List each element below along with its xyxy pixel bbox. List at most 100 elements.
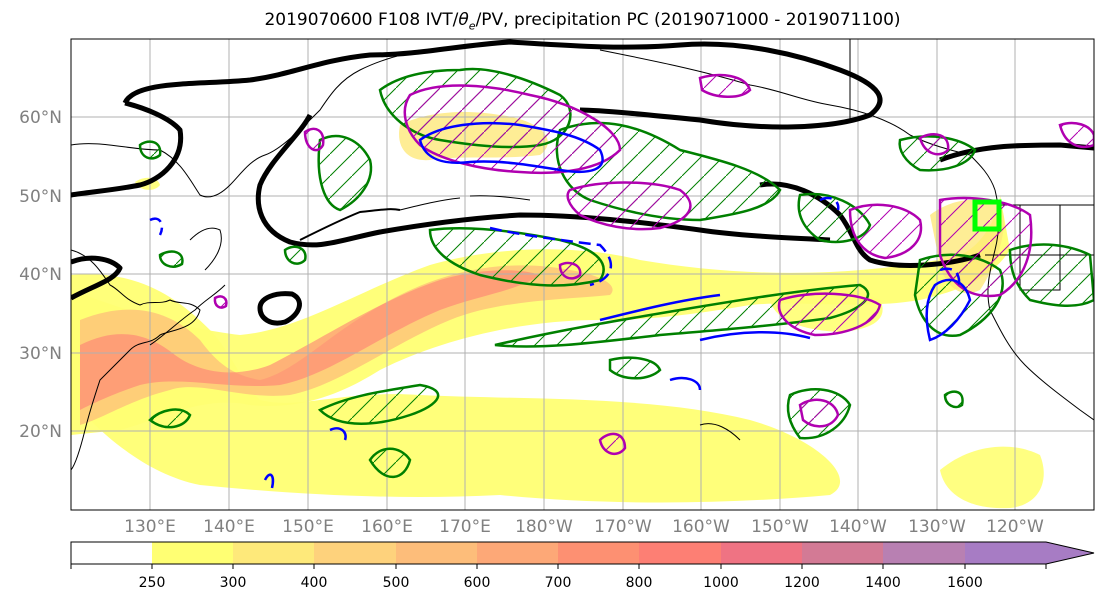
colorbar-segment	[965, 542, 1046, 564]
map-title: 2019070600 F108 IVT/θe/PV, precipitation…	[0, 10, 1105, 32]
map-border	[70, 38, 1095, 511]
colorbar-label: 1400	[865, 575, 901, 591]
coastline-hawaii	[699, 423, 741, 441]
precip-spot-2	[943, 390, 964, 409]
colorbar-label: 1600	[947, 575, 983, 591]
theta-contour-jet	[599, 293, 811, 342]
coastline-aleutians	[399, 195, 531, 211]
colorbar-label: 1200	[784, 575, 820, 591]
precip-area-mid-south	[608, 356, 662, 380]
pv-contour-north	[122, 39, 883, 130]
pv-contour-ring	[257, 291, 302, 326]
theta-contour-north	[418, 121, 604, 174]
pc-area-hawaii	[798, 398, 840, 428]
lon-tick: 160°W	[672, 517, 730, 537]
theta-contour-dash-nw	[149, 217, 164, 236]
title-theta-sub: e	[468, 19, 476, 33]
pc-area-ne	[848, 203, 923, 260]
colorbar-label: 800	[626, 575, 653, 591]
pv-contour-coast-dash	[299, 208, 401, 241]
pv-contour-nw-lobe	[255, 113, 831, 248]
pc-area-canada	[918, 133, 950, 156]
precip-area-south-2	[368, 447, 412, 479]
pc-area-alaska	[1058, 121, 1094, 149]
theta-contour-dash-mid	[489, 226, 612, 287]
lon-tick-labels: 130°E 140°E 150°E 160°E 170°E 180°W 170°…	[124, 517, 1044, 537]
colorbar-segment	[721, 542, 802, 564]
colorbar-label: 300	[220, 575, 247, 591]
colorbar-outline	[70, 541, 1095, 565]
lon-tick: 140°W	[829, 517, 887, 537]
pc-area-mid-spot	[558, 261, 582, 280]
colorbar-segment	[477, 542, 558, 564]
lon-tick: 150°E	[282, 517, 334, 537]
colorbar-segment	[396, 542, 477, 564]
pc-area-south	[598, 432, 627, 456]
pv-contour-northwest	[71, 100, 184, 198]
coastline-siberia	[189, 227, 222, 271]
lon-tick: 130°E	[124, 517, 176, 537]
pc-area-north	[403, 84, 622, 175]
lon-tick: 120°W	[986, 517, 1044, 537]
precip-spot-3	[283, 245, 307, 265]
precip-spot-4	[158, 250, 184, 268]
colorbar-segment	[233, 542, 314, 564]
colorbar-label: 700	[545, 575, 572, 591]
colorbar-label: 250	[139, 575, 166, 591]
pc-area-alaska-2	[698, 73, 752, 98]
ivt-band-subtropical	[71, 274, 841, 503]
title-theta: θ	[458, 10, 469, 30]
coastline-asia	[71, 249, 201, 471]
lat-tick: 40°N	[19, 265, 62, 285]
lat-tick: 50°N	[19, 187, 62, 207]
precip-area-south-1	[317, 383, 440, 425]
lat-tick: 60°N	[19, 108, 62, 128]
colorbar-ticks	[70, 564, 1047, 569]
precip-area-south-3	[148, 408, 192, 429]
colorbar-labels: 250 300 400 500 600 700 800 1000 1200 14…	[139, 575, 983, 591]
colorbar-label: 600	[464, 575, 491, 591]
target-region-box	[972, 199, 1002, 232]
lon-tick: 160°E	[361, 517, 413, 537]
lon-tick: 170°W	[594, 517, 652, 537]
colorbar-label: 400	[301, 575, 328, 591]
title-prefix: 2019070600 F108 IVT/	[264, 10, 459, 30]
theta-contour-coast	[925, 278, 972, 342]
colorbar-segment	[152, 542, 233, 564]
pc-contours	[213, 73, 1094, 456]
colorbar-segments	[71, 542, 1046, 564]
precip-spot-1	[138, 140, 162, 160]
colorbar-label: 1000	[703, 575, 739, 591]
lon-tick: 150°W	[751, 517, 809, 537]
lon-tick: 180°W	[515, 517, 573, 537]
precip-area-nw	[317, 134, 373, 212]
colorbar-segment	[883, 542, 965, 564]
pc-spot-japan	[213, 295, 228, 309]
pc-area-mid	[566, 181, 692, 231]
lon-tick: 130°W	[908, 517, 966, 537]
map-plot-area	[71, 39, 1094, 510]
colorbar-segment	[802, 542, 883, 564]
theta-e-contours	[149, 121, 972, 489]
lat-tick-labels: 60°N 50°N 40°N 30°N 20°N	[19, 108, 62, 442]
ivt-band-se	[940, 446, 1044, 509]
lat-tick: 30°N	[19, 344, 62, 364]
lon-tick: 170°E	[439, 517, 491, 537]
colorbar-label: 500	[383, 575, 410, 591]
colorbar-segment	[639, 542, 721, 564]
ivt-band-jet-core-2	[80, 270, 540, 410]
title-suffix: /PV, precipitation PC (2019071000 - 2019…	[475, 10, 901, 30]
colorbar-segment	[71, 542, 152, 564]
colorbar-segment	[558, 542, 639, 564]
pv-contour-nw-loop	[71, 255, 123, 301]
colorbar: 250 300 400 500 600 700 800 1000 1200 14…	[70, 541, 1095, 591]
coastline-japan	[149, 284, 226, 346]
theta-contour-south	[263, 473, 275, 489]
lat-tick: 20°N	[19, 422, 62, 442]
colorbar-extend-arrow	[1046, 542, 1094, 564]
lon-tick: 140°E	[203, 517, 255, 537]
pc-area-nw-spot	[303, 127, 325, 152]
theta-contour-hawaii	[669, 376, 702, 391]
pc-area-east	[777, 292, 882, 337]
